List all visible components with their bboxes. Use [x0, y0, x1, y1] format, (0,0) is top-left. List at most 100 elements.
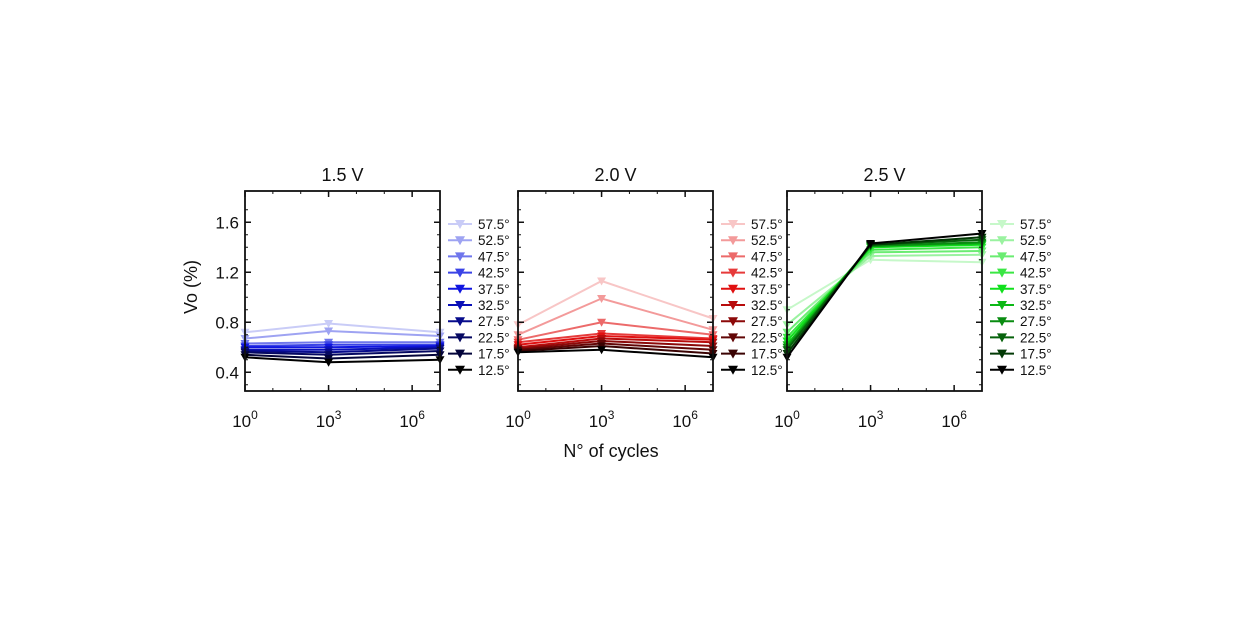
legend-label: 22.5° [751, 330, 783, 345]
x-tick-label: 100 [505, 408, 531, 431]
legend-marker [728, 236, 738, 246]
legend-marker [728, 252, 738, 262]
plot-frame [244, 190, 441, 392]
legend-marker [997, 301, 1007, 310]
y-axis-label: Vo (%) [181, 260, 201, 314]
legend-label: 47.5° [478, 249, 510, 264]
x-tick-label: 106 [941, 408, 967, 431]
data-point [597, 295, 607, 303]
plot-frame [786, 190, 983, 392]
legend-label: 12.5° [751, 363, 783, 378]
legend-label: 42.5° [1020, 266, 1052, 281]
legend-marker [728, 301, 738, 310]
x-tick-label: 103 [316, 408, 342, 431]
legend-marker [455, 236, 465, 246]
series-line-32.5° [786, 242, 983, 346]
y-tick-label: 1.2 [215, 263, 239, 282]
legend-label: 37.5° [751, 282, 783, 297]
legend-label: 42.5° [478, 266, 510, 281]
x-tick-label: 103 [589, 408, 615, 431]
legend-marker [455, 284, 465, 294]
legend-marker [728, 220, 738, 229]
legend-marker [997, 252, 1007, 262]
legend-label: 57.5° [751, 217, 783, 232]
legend-marker [997, 365, 1007, 375]
legend-marker [455, 252, 465, 262]
data-point [324, 320, 334, 328]
legend-label: 17.5° [751, 347, 783, 362]
legend-marker [728, 284, 738, 294]
legend-label: 57.5° [1020, 217, 1052, 232]
legend-marker [997, 349, 1007, 359]
legend-marker [997, 317, 1007, 327]
legend-label: 47.5° [1020, 249, 1052, 264]
legend-label: 57.5° [478, 217, 510, 232]
legend-label: 37.5° [1020, 282, 1052, 297]
panel-title: 2.0 V [594, 165, 636, 185]
legend-marker [455, 220, 465, 229]
legend-marker [455, 317, 465, 327]
legend-label: 17.5° [1020, 347, 1052, 362]
x-tick-label: 100 [232, 408, 258, 431]
legend-marker [997, 220, 1007, 229]
series-line-47.5° [244, 341, 440, 345]
chart-panel-2: 2.0 V 100 103 106 57.5°52.5°47.5° 42.5°37.5°3… [505, 165, 782, 431]
legend-marker [455, 268, 465, 278]
data-point [597, 318, 607, 327]
chart-panel-1: 1.5 V 0.4 0.8 1.2 1.6 100 103 106 57.5°52.5°47.5… [215, 165, 509, 431]
legend-label: 52.5° [751, 233, 783, 248]
legend-label: 27.5° [1020, 314, 1052, 329]
series-line-52.5° [244, 329, 441, 340]
chart-panel-3: 2.5 V 100 103 106 57.5°52.5°47.5° 42.5°37.5°3… [774, 165, 1051, 431]
legend-marker [997, 333, 1007, 343]
legend-marker [728, 333, 738, 343]
legend-label: 22.5° [1020, 330, 1052, 345]
series-line-52.5° [517, 297, 714, 336]
y-tick-label: 0.4 [215, 363, 239, 382]
panel-title: 2.5 V [863, 165, 905, 185]
legend-label: 52.5° [478, 233, 510, 248]
x-tick-label: 106 [399, 408, 425, 431]
series-line-57.5° [786, 258, 983, 311]
legend-label: 52.5° [1020, 233, 1052, 248]
panel-title: 1.5 V [321, 165, 363, 185]
y-tick-label: 0.8 [215, 313, 239, 332]
series-line-27.5° [786, 241, 983, 348]
legend-marker [455, 301, 465, 310]
legend-marker [455, 349, 465, 359]
legend-label: 22.5° [478, 330, 510, 345]
x-tick-label: 103 [858, 408, 884, 431]
series-line-17.5° [244, 353, 441, 360]
legend-label: 17.5° [478, 347, 510, 362]
data-point [866, 240, 876, 248]
data-point [324, 358, 334, 367]
legend-marker [728, 365, 738, 375]
legend-marker [997, 284, 1007, 294]
legend-label: 37.5° [478, 282, 510, 297]
legend-marker [455, 365, 465, 375]
legend-marker [728, 349, 738, 359]
data-point [597, 277, 607, 286]
legend-marker [997, 236, 1007, 246]
plot-frame [517, 190, 714, 392]
legend-label: 12.5° [478, 363, 510, 378]
x-tick-label: 106 [672, 408, 698, 431]
legend-label: 12.5° [1020, 363, 1052, 378]
x-tick-label: 100 [774, 408, 800, 431]
legend-label: 32.5° [478, 298, 510, 313]
legend-marker [997, 268, 1007, 278]
legend-label: 42.5° [751, 266, 783, 281]
legend-marker [728, 317, 738, 327]
legend-label: 47.5° [751, 249, 783, 264]
legend-label: 27.5° [751, 314, 783, 329]
legend-label: 32.5° [1020, 298, 1052, 313]
x-axis-label: N° of cycles [563, 441, 658, 461]
y-tick-label: 1.6 [215, 213, 239, 232]
data-point [597, 346, 607, 355]
legend-label: 32.5° [751, 298, 783, 313]
data-point [324, 327, 334, 336]
legend-label: 27.5° [478, 314, 510, 329]
legend-marker [455, 333, 465, 343]
legend-marker [728, 268, 738, 278]
